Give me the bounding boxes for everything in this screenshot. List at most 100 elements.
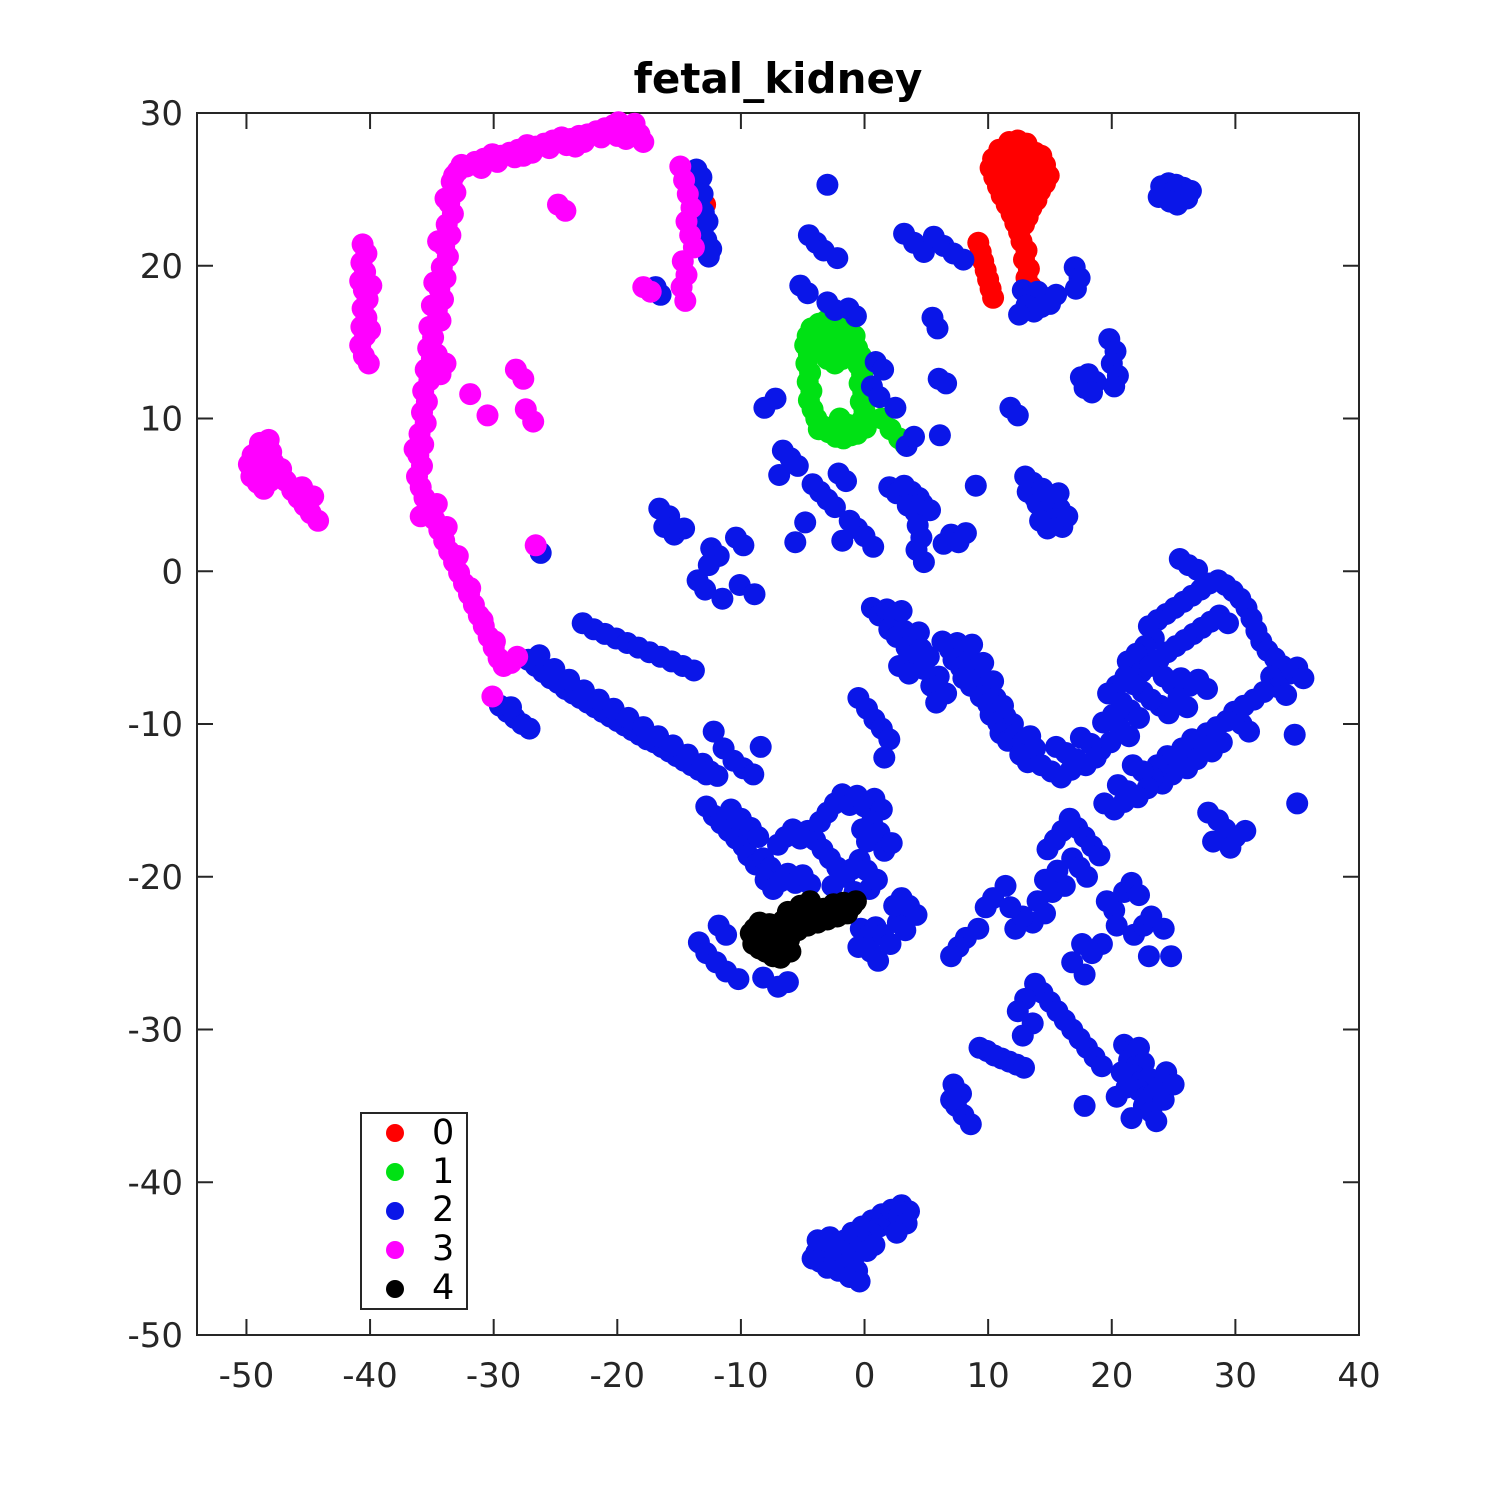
data-point: [682, 659, 705, 682]
data-point: [1217, 612, 1239, 635]
data-point: [968, 1036, 991, 1059]
data-point: [1118, 725, 1141, 748]
data-point: [743, 583, 766, 606]
data-point: [879, 933, 902, 955]
data-point: [1105, 1085, 1128, 1108]
data-points-layer: [237, 111, 1315, 1293]
data-point: [816, 173, 839, 196]
data-point: [919, 499, 941, 522]
data-point: [844, 305, 867, 328]
data-point: [1008, 303, 1031, 326]
x-tick-label: 0: [854, 1356, 876, 1396]
data-point: [639, 280, 662, 303]
data-point: [832, 891, 855, 914]
y-tick-label: 20: [140, 247, 183, 287]
data-point: [706, 764, 729, 787]
data-point: [1047, 482, 1070, 505]
legend-marker-magenta: [386, 1240, 404, 1259]
series-0-points: [689, 129, 1060, 312]
data-point: [747, 826, 770, 848]
y-tick-label: 10: [140, 400, 183, 440]
data-point: [907, 621, 930, 644]
data-point: [1202, 830, 1225, 853]
data-point: [673, 517, 696, 540]
x-tick-label: 10: [967, 1356, 1010, 1396]
y-tick-label: 0: [161, 552, 183, 592]
data-point: [623, 112, 646, 135]
data-point: [471, 609, 494, 632]
data-point: [702, 720, 725, 743]
x-tick-label: -20: [590, 1356, 646, 1396]
data-point: [836, 413, 859, 436]
data-point: [925, 691, 948, 714]
data-point: [564, 135, 587, 158]
data-point: [1176, 696, 1199, 719]
data-point: [1238, 720, 1260, 743]
legend-marker-black: [386, 1279, 404, 1298]
data-point: [425, 493, 448, 515]
data-point: [786, 454, 809, 477]
data-point: [1093, 792, 1116, 815]
data-point: [715, 923, 738, 946]
data-point: [1011, 1024, 1034, 1047]
data-point: [848, 1270, 871, 1293]
data-point: [867, 949, 890, 972]
data-point: [872, 358, 895, 381]
series-1-points: [794, 309, 917, 456]
data-point: [590, 126, 613, 149]
data-point: [940, 945, 963, 968]
legend-marker-red: [386, 1124, 404, 1143]
data-point: [905, 903, 928, 926]
data-point: [1103, 375, 1126, 398]
chart-title: fetal_kidney: [634, 54, 923, 103]
data-point: [1160, 945, 1183, 968]
data-point: [360, 274, 383, 297]
data-point: [1030, 754, 1053, 777]
data-point: [779, 940, 802, 963]
data-point: [1069, 726, 1092, 749]
data-point: [903, 425, 925, 448]
data-point: [799, 873, 822, 896]
data-point: [1275, 684, 1298, 706]
legend-label: 0: [432, 1112, 455, 1153]
data-point: [863, 1233, 886, 1256]
data-point: [959, 1113, 982, 1136]
data-point: [427, 230, 450, 253]
data-point: [982, 670, 1005, 693]
data-point: [423, 271, 446, 294]
data-point: [982, 286, 1005, 309]
data-point: [935, 372, 958, 395]
data-point: [1196, 677, 1218, 700]
data-point: [826, 247, 849, 270]
data-point: [912, 658, 935, 680]
data-point: [807, 418, 830, 441]
data-point: [742, 933, 765, 955]
data-point: [632, 131, 655, 153]
data-point: [1128, 884, 1150, 907]
data-point: [1071, 933, 1094, 955]
data-point: [753, 396, 776, 419]
data-point: [835, 470, 857, 493]
y-tick-label: 30: [140, 94, 183, 134]
data-point: [928, 424, 951, 447]
y-tick-label: -20: [127, 858, 183, 898]
data-point: [1024, 737, 1047, 760]
data-point: [952, 248, 975, 271]
data-point: [674, 289, 697, 312]
data-point: [1166, 193, 1189, 216]
data-point: [711, 587, 734, 610]
data-point: [794, 511, 817, 534]
data-point: [1128, 706, 1150, 729]
data-point: [1073, 963, 1096, 986]
data-point: [1013, 1056, 1035, 1079]
data-point: [1286, 792, 1309, 815]
data-point: [873, 746, 896, 769]
data-point: [528, 644, 551, 667]
data-point: [847, 936, 870, 958]
legend-label: 3: [432, 1229, 455, 1270]
legend-entry-4: 4: [362, 1271, 466, 1307]
legend-label: 1: [432, 1151, 455, 1192]
x-tick-label: -40: [342, 1356, 398, 1396]
data-point: [912, 551, 935, 574]
